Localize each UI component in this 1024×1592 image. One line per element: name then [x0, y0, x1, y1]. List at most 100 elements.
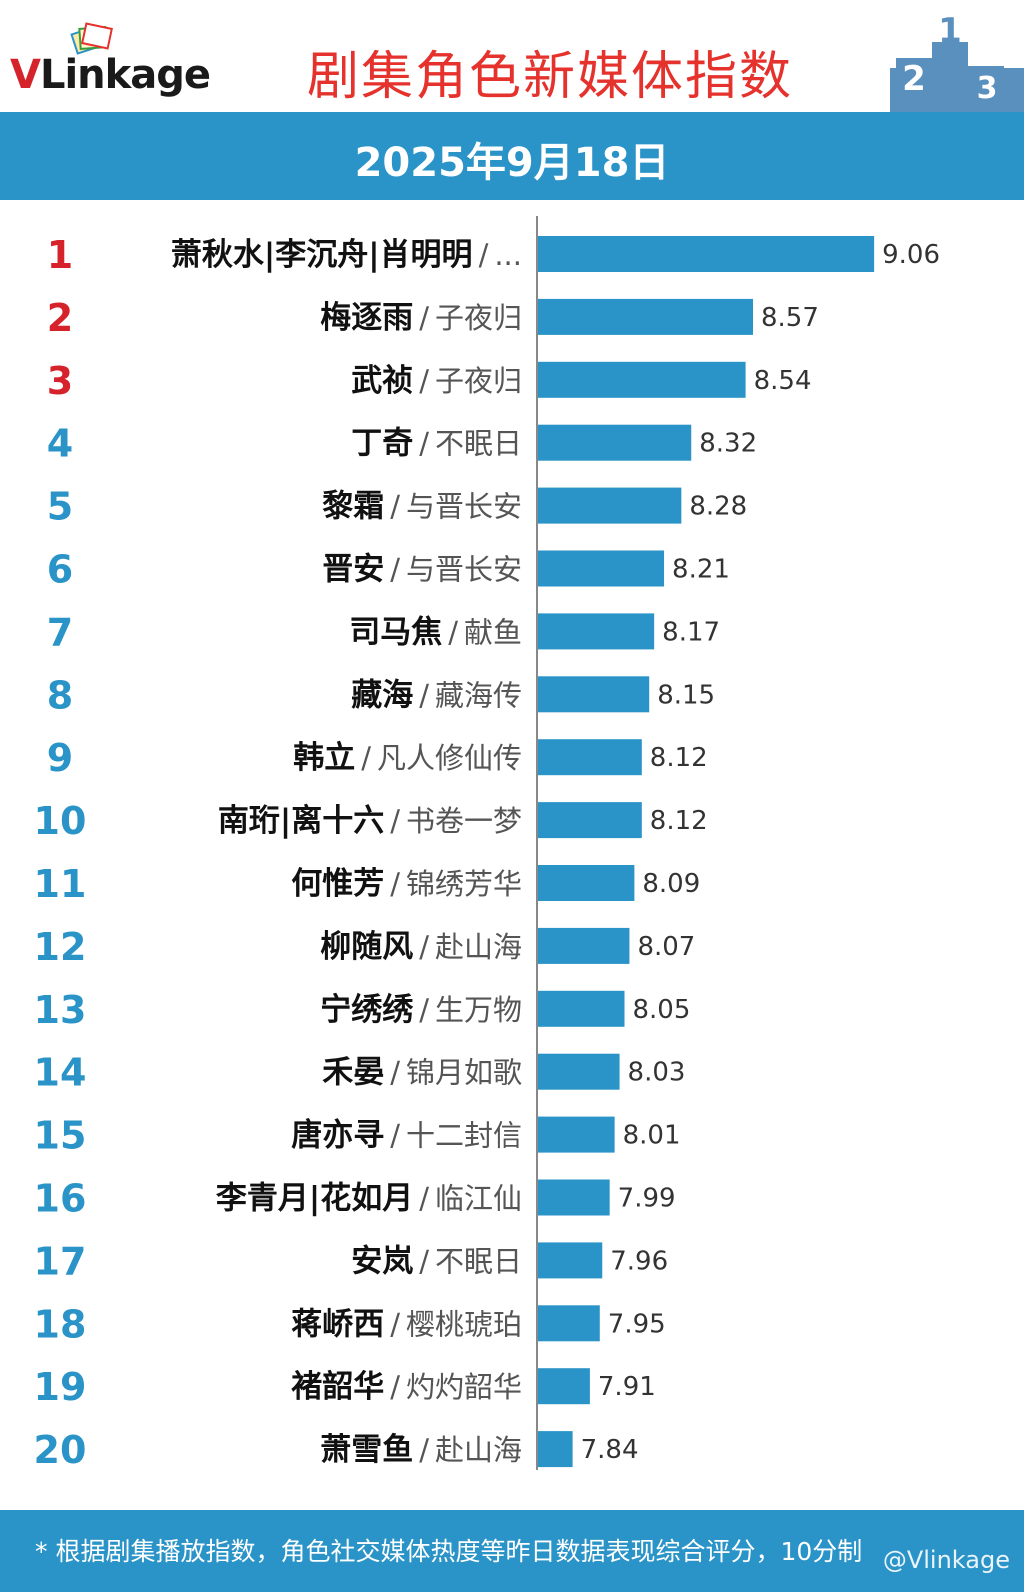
show-title: 不眠日 [435, 427, 522, 461]
label-separator: / [390, 1119, 400, 1153]
show-title: 不眠日 [435, 1244, 522, 1278]
character-name: 黎霜 [322, 489, 384, 525]
show-title: 藏海传 [435, 678, 522, 712]
date-banner: 2025年9月18日 [0, 112, 1024, 200]
row-label: 萧雪鱼 / 赴山海 [320, 1432, 522, 1468]
value-label: 8.09 [642, 869, 700, 899]
rank-number: 19 [34, 1365, 87, 1409]
rank-number: 1 [47, 233, 73, 277]
label-separator: / [390, 1307, 400, 1341]
value-label: 8.07 [637, 932, 695, 962]
show-title: 凡人修仙传 [377, 741, 522, 775]
character-name: 梅逐雨 [320, 300, 413, 336]
rank-number: 8 [47, 673, 73, 717]
value-label: 8.28 [689, 492, 747, 522]
rank-number: 16 [34, 1177, 87, 1221]
label-separator: / [390, 1056, 400, 1090]
rank-number: 15 [34, 1114, 87, 1158]
rank-number: 10 [34, 799, 87, 843]
row-label: 萧秋水|李沉舟|肖明明 /... [171, 237, 522, 273]
podium-number-3: 3 [977, 71, 998, 106]
rank-number: 7 [47, 610, 73, 654]
logo-text: VLinkage [10, 52, 211, 98]
logo-prefix: V [10, 52, 41, 98]
value-label: 9.06 [882, 240, 940, 270]
rank-number: 18 [34, 1302, 87, 1346]
value-label: 8.15 [657, 680, 715, 710]
label-separator: / [448, 615, 458, 649]
show-title: 与晋长安 [406, 490, 522, 524]
value-label: 8.57 [761, 303, 819, 333]
show-title: ... [494, 238, 522, 272]
label-separator: / [479, 238, 489, 272]
character-name: 萧秋水|李沉舟|肖明明 [171, 237, 473, 273]
show-title: 子夜归 [435, 301, 522, 335]
value-label: 7.91 [598, 1372, 656, 1402]
label-separator: / [419, 364, 429, 398]
row-label: 禾晏 / 锦月如歌 [322, 1055, 522, 1091]
character-name: 褚韶华 [291, 1369, 384, 1405]
row-label: 武祯 / 子夜归 [351, 363, 522, 399]
row-label: 黎霜 / 与晋长安 [322, 489, 522, 525]
show-title: 子夜归 [435, 364, 522, 398]
row-label: 安岚 / 不眠日 [351, 1243, 522, 1279]
bar [538, 1053, 620, 1090]
value-label: 7.96 [610, 1246, 668, 1276]
row-label: 唐亦寻 / 十二封信 [291, 1118, 522, 1154]
podium-number-1: 1 [938, 14, 962, 51]
label-separator: / [419, 930, 429, 964]
rank-number: 14 [34, 1051, 87, 1095]
footer: * 根据剧集播放指数，角色社交媒体热度等昨日数据表现综合评分，10分制 @Vli… [0, 1510, 1024, 1592]
row-label: 晋安 / 与晋长安 [322, 552, 522, 588]
bar [538, 236, 875, 272]
vlinkage-logo: VLinkage [10, 14, 240, 102]
character-name: 藏海 [351, 677, 413, 713]
character-name: 李青月|花如月 [216, 1181, 413, 1217]
row-label: 丁奇 / 不眠日 [351, 426, 522, 462]
show-title: 樱桃琥珀 [406, 1307, 522, 1341]
rank-number: 2 [47, 296, 73, 340]
row-label: 南珩|离十六 / 书卷一梦 [218, 803, 522, 839]
show-title: 赴山海 [435, 930, 522, 964]
rank-number: 5 [47, 485, 73, 529]
value-label: 8.54 [754, 366, 812, 396]
row-label: 褚韶华 / 灼灼韶华 [291, 1369, 522, 1405]
show-title: 献鱼 [464, 615, 522, 649]
bar [538, 865, 635, 901]
show-title: 锦绣芳华 [406, 867, 522, 901]
bar [538, 1179, 610, 1216]
bar [538, 1305, 600, 1342]
character-name: 蒋峤西 [291, 1306, 384, 1342]
bar [538, 1116, 615, 1153]
character-name: 唐亦寻 [291, 1118, 384, 1154]
value-label: 8.01 [623, 1121, 681, 1151]
bar [538, 990, 625, 1027]
row-label: 司马焦 / 献鱼 [349, 614, 522, 650]
character-name: 安岚 [351, 1243, 413, 1279]
rank-number: 4 [47, 422, 73, 466]
label-separator: / [419, 678, 429, 712]
label-separator: / [361, 741, 371, 775]
bar [538, 1431, 573, 1468]
character-name: 丁奇 [351, 426, 413, 462]
show-title: 书卷一梦 [406, 804, 522, 838]
character-name: 武祯 [351, 363, 413, 399]
value-label: 7.99 [618, 1184, 676, 1214]
rank-number: 3 [47, 359, 73, 403]
value-label: 7.84 [581, 1435, 639, 1465]
character-name: 萧雪鱼 [320, 1432, 413, 1468]
bar [538, 550, 665, 587]
character-name: 宁绣绣 [320, 992, 414, 1028]
label-separator: / [390, 867, 400, 901]
header: VLinkage 剧集角色新媒体指数 2 1 3 [0, 0, 1024, 112]
rank-number: 17 [34, 1239, 87, 1283]
bar [538, 927, 630, 964]
page-title: 剧集角色新媒体指数 [306, 47, 793, 107]
footer-note: * 根据剧集播放指数，角色社交媒体热度等昨日数据表现综合评分，10分制 [35, 1537, 863, 1566]
show-title: 临江仙 [435, 1182, 522, 1216]
value-label: 8.05 [633, 995, 691, 1025]
show-title: 生万物 [435, 993, 522, 1027]
rank-number: 20 [34, 1428, 87, 1472]
label-separator: / [390, 1370, 400, 1404]
bar [538, 676, 650, 713]
